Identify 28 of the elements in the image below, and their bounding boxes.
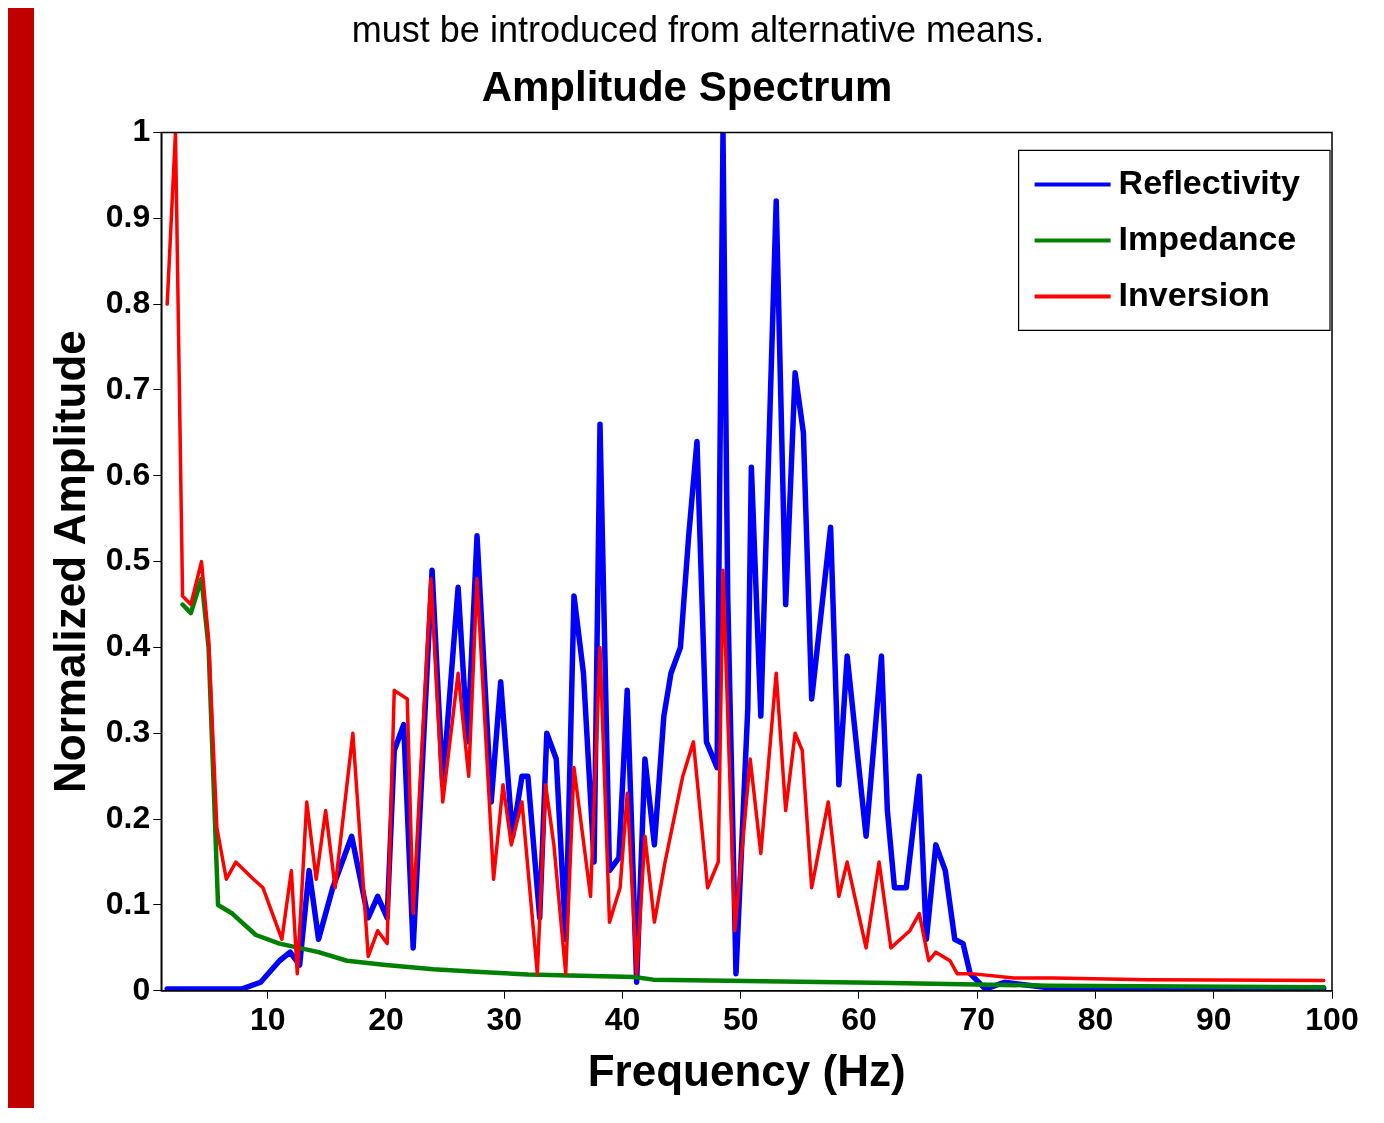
y-axis-title: Normalized Amplitude bbox=[44, 330, 94, 794]
x-tick-label: 100 bbox=[1305, 1000, 1359, 1037]
x-tick-label: 30 bbox=[486, 1000, 523, 1037]
y-tick-label: 0.4 bbox=[105, 627, 151, 664]
x-tick-label: 20 bbox=[368, 1000, 404, 1037]
y-tick-label: 0.5 bbox=[105, 541, 151, 578]
y-tick-label: 1 bbox=[132, 112, 151, 149]
y-tick-label: 0.6 bbox=[105, 455, 151, 492]
x-tick-label: 40 bbox=[604, 1000, 641, 1037]
legend-label: Inversion bbox=[1118, 274, 1270, 313]
legend-label: Reflectivity bbox=[1118, 162, 1301, 201]
x-axis-title: Frequency (Hz) bbox=[587, 1045, 906, 1095]
y-tick-label: 0.7 bbox=[105, 369, 151, 406]
y-tick-label: 0.8 bbox=[105, 283, 151, 320]
x-tick-label: 90 bbox=[1195, 1000, 1232, 1037]
y-tick-label: 0.2 bbox=[105, 798, 151, 835]
x-tick-label: 70 bbox=[959, 1000, 996, 1037]
y-tick-label: 0.1 bbox=[105, 884, 151, 921]
x-tick-label: 50 bbox=[722, 1000, 759, 1037]
y-tick-label: 0 bbox=[132, 970, 151, 1007]
legend-label: Impedance bbox=[1118, 218, 1297, 257]
text: must be introduced from alternative means. bbox=[351, 9, 1045, 50]
y-tick-label: 0.9 bbox=[105, 198, 151, 235]
x-tick-label: 10 bbox=[249, 1000, 286, 1037]
y-tick-label: 0.3 bbox=[105, 713, 151, 750]
x-tick-label: 80 bbox=[1077, 1000, 1114, 1037]
chart-title: Amplitude Spectrum bbox=[481, 62, 893, 110]
x-tick-label: 60 bbox=[841, 1000, 877, 1037]
